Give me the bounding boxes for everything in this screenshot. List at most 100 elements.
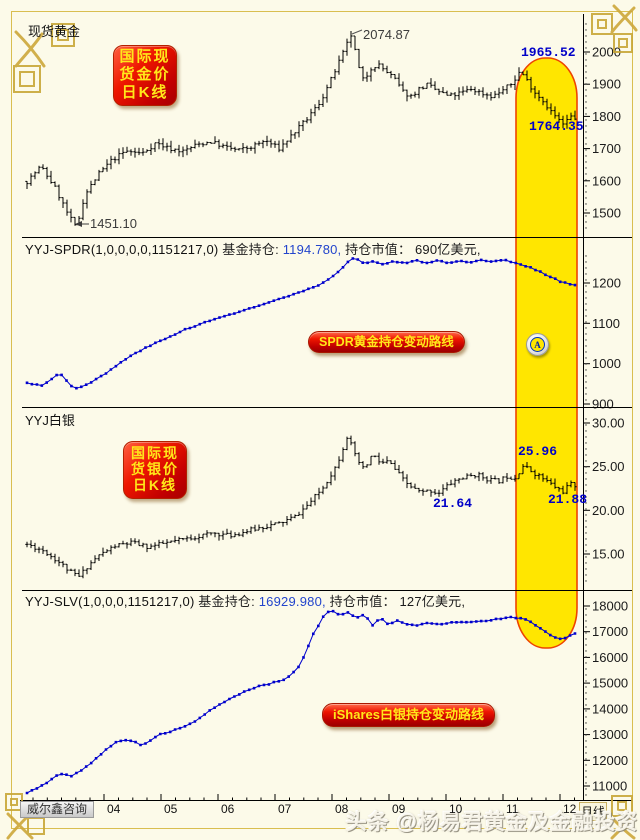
spdr-indicator-header: YYJ-SPDR(1,0,0,0,0,1151217,0) 基金持仓: 1194… <box>25 239 481 258</box>
x-axis-year-label: 06 <box>221 802 235 816</box>
badge-line: 日K线 <box>121 84 169 101</box>
gold-candles <box>25 31 577 226</box>
y-minor-dot <box>585 680 587 682</box>
gold-ytick-label: 1500 <box>592 206 621 221</box>
badge-line: 国际现 <box>131 445 179 461</box>
marker-a-letter: A <box>530 337 545 352</box>
market-value-label: 持仓市值： <box>341 242 415 257</box>
spdr-line <box>26 257 576 389</box>
y-minor-dot <box>585 381 587 383</box>
spdr-ytick-label: 1000 <box>592 356 621 371</box>
y-minor-dot <box>585 544 587 546</box>
y-minor-dot <box>585 662 587 664</box>
y-minor-dot <box>585 285 587 287</box>
gold-ytick-label: 2000 <box>592 45 621 60</box>
badge-line: 国际现 <box>119 48 171 65</box>
y-minor-dot <box>585 107 587 109</box>
x-axis-year-label: 11 <box>506 802 519 816</box>
y-minor-dot <box>585 496 587 498</box>
y-minor-dot <box>585 794 587 796</box>
y-minor-dot <box>585 746 587 748</box>
price-annotation: 21.64 <box>433 496 473 511</box>
y-minor-dot <box>585 580 587 582</box>
slv-ytick-label: 18000 <box>592 599 628 614</box>
y-minor-dot <box>585 508 587 510</box>
y-minor-dot <box>585 490 587 492</box>
fund-holding-label: 基金持仓: <box>218 242 283 257</box>
badge-line: 货金价 <box>119 66 171 83</box>
price-annotation: 1451.10 <box>90 216 137 231</box>
y-minor-dot <box>585 351 587 353</box>
y-minor-dot <box>585 291 587 293</box>
fund-holding-value: 16929.980, <box>258 594 326 609</box>
y-minor-dot <box>585 424 587 426</box>
marker-a-badge: A <box>526 333 549 356</box>
y-minor-dot <box>585 710 587 712</box>
y-minor-dot <box>585 209 587 211</box>
y-minor-dot <box>585 35 587 37</box>
y-minor-dot <box>585 59 587 61</box>
y-minor-dot <box>585 161 587 163</box>
y-minor-dot <box>585 686 587 688</box>
y-minor-dot <box>585 632 587 634</box>
x-axis-year-label: 08 <box>335 802 349 816</box>
slv-ytick-label: 16000 <box>592 650 628 665</box>
y-minor-dot <box>585 179 587 181</box>
y-minor-dot <box>585 740 587 742</box>
y-minor-dot <box>585 47 587 49</box>
x-axis-year-label: 04 <box>107 802 121 816</box>
y-minor-dot <box>585 357 587 359</box>
y-minor-dot <box>585 185 587 187</box>
y-minor-dot <box>585 143 587 145</box>
y-minor-dot <box>585 650 587 652</box>
y-minor-dot <box>585 227 587 229</box>
gold-ytick-label: 1800 <box>592 109 621 124</box>
indicator-formula: YYJ-SPDR(1,0,0,0,0,1151217,0) <box>25 242 219 257</box>
y-minor-dot <box>585 267 587 269</box>
panel-title-gold: 现货黄金 <box>28 24 81 39</box>
slv-line <box>26 610 576 794</box>
y-minor-dot <box>585 321 587 323</box>
y-minor-dot <box>585 692 587 694</box>
y-minor-dot <box>585 704 587 706</box>
y-minor-dot <box>585 770 587 772</box>
y-minor-dot <box>585 363 587 365</box>
y-minor-dot <box>585 484 587 486</box>
spdr-line-markers <box>25 257 577 390</box>
market-value-label: 持仓市值： <box>325 594 400 609</box>
y-minor-dot <box>585 197 587 199</box>
y-minor-dot <box>585 297 587 299</box>
y-minor-dot <box>585 758 587 760</box>
y-minor-dot <box>585 155 587 157</box>
slv-ytick-label: 17000 <box>592 624 628 639</box>
gold-ytick-label: 1700 <box>592 141 621 156</box>
x-axis-year-label: 07 <box>278 802 292 816</box>
slv-ytick-label: 12000 <box>592 753 628 768</box>
y-minor-dot <box>585 574 587 576</box>
y-minor-dot <box>585 255 587 257</box>
y-minor-dot <box>585 41 587 43</box>
y-minor-dot <box>585 668 587 670</box>
gold-ytick-label: 1900 <box>592 77 621 92</box>
y-minor-dot <box>585 89 587 91</box>
y-minor-dot <box>585 502 587 504</box>
gold-ytick-label: 1600 <box>592 173 621 188</box>
y-minor-dot <box>585 203 587 205</box>
highlight-band <box>515 57 578 649</box>
y-minor-dot <box>585 568 587 570</box>
spdr-ytick-label: 1200 <box>592 276 621 291</box>
y-minor-dot <box>585 620 587 622</box>
annotation-leader-line <box>351 29 363 35</box>
y-minor-dot <box>585 399 587 401</box>
y-minor-dot <box>585 137 587 139</box>
panel-title-silver: YYJ白银 <box>25 413 75 428</box>
y-minor-dot <box>585 315 587 317</box>
y-minor-dot <box>585 460 587 462</box>
y-minor-dot <box>585 626 587 628</box>
y-minor-dot <box>585 215 587 217</box>
y-minor-dot <box>585 125 587 127</box>
y-minor-dot <box>585 520 587 522</box>
y-minor-dot <box>585 167 587 169</box>
